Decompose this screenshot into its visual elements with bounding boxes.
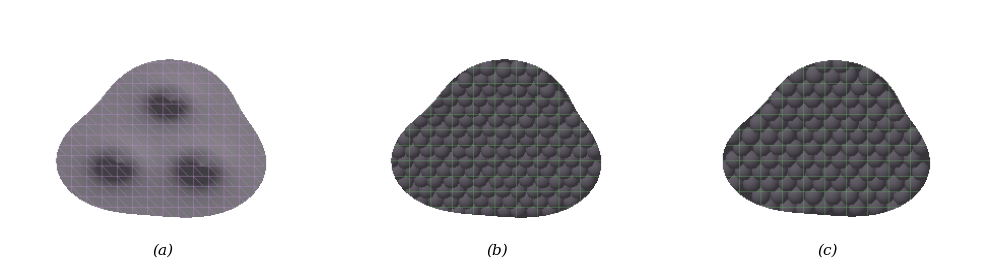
Text: (a): (a) <box>152 244 173 258</box>
Text: (c): (c) <box>817 244 838 258</box>
Text: (b): (b) <box>487 244 508 258</box>
